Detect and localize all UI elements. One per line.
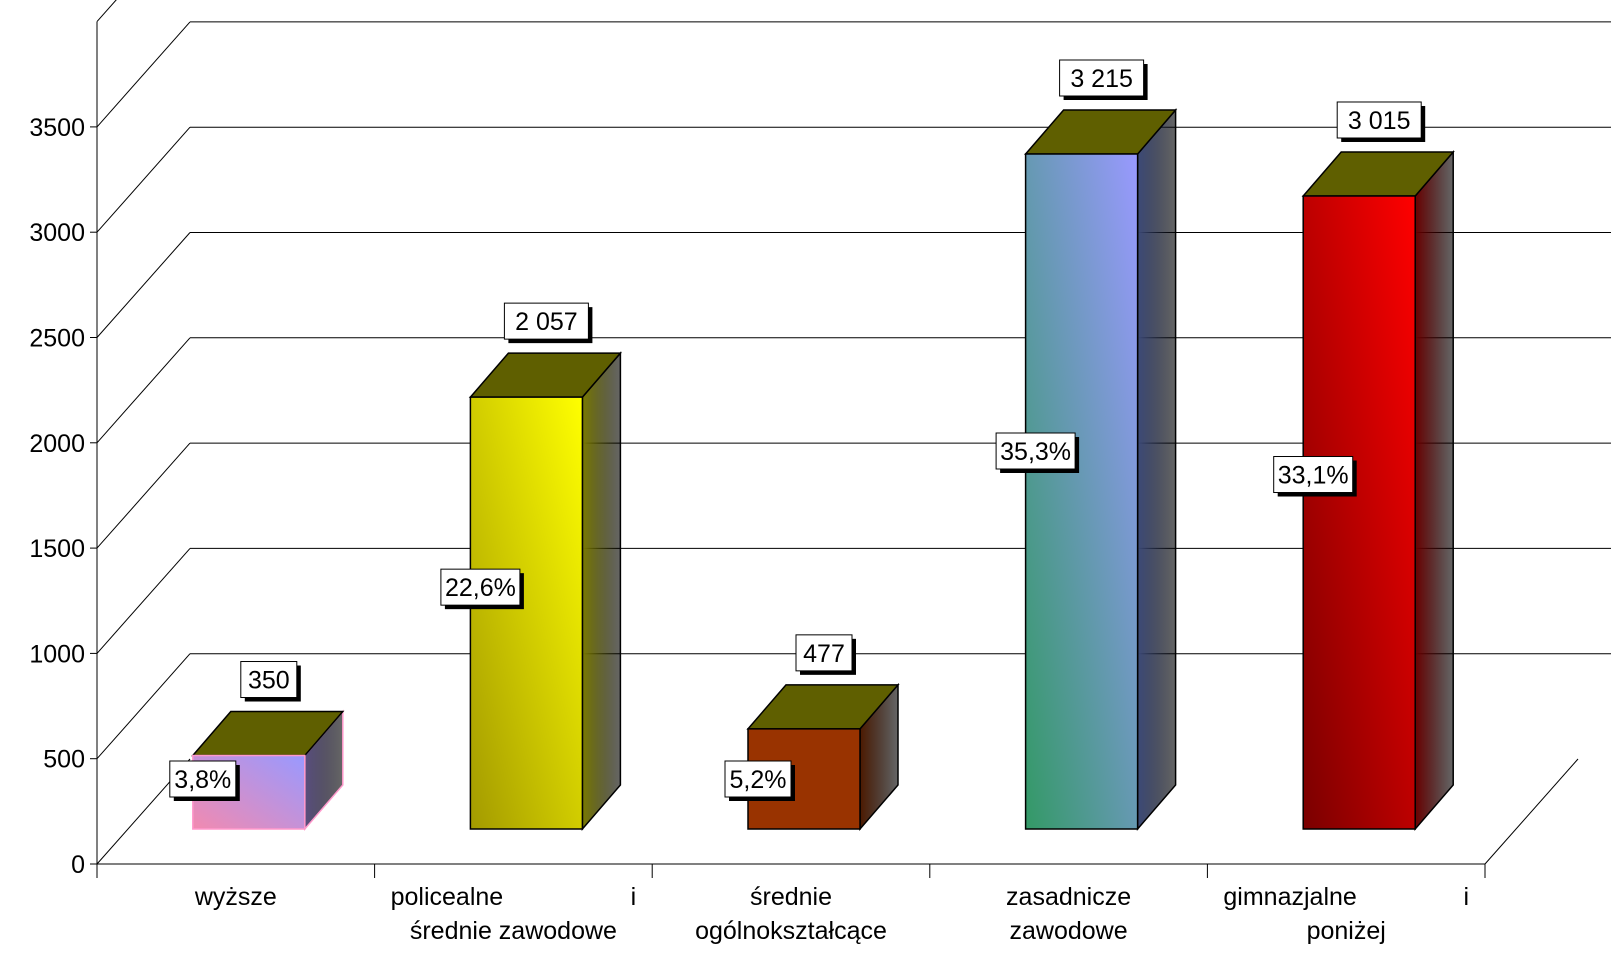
x-category-label: zasadnicze	[1006, 883, 1131, 911]
percent-label-text: 3,8%	[174, 766, 231, 794]
percent-label: 5,2%	[724, 760, 795, 801]
x-category-label: średnie	[750, 883, 832, 911]
value-label: 477	[795, 634, 856, 675]
value-label: 350	[240, 661, 301, 702]
gridline-diagonal	[96, 21, 191, 128]
x-category-label: wyższe	[194, 883, 277, 911]
floor-right-edge	[1484, 758, 1579, 865]
value-label-text: 2 057	[515, 308, 578, 336]
value-label-text: 350	[248, 667, 290, 695]
y-tick-label: 500	[43, 746, 85, 774]
gridline-diagonal	[96, 442, 191, 549]
y-tick-label: 3500	[29, 114, 85, 142]
x-category-label: poniżej	[1307, 917, 1386, 945]
y-tick-label: 1500	[29, 535, 85, 563]
bars	[191, 107, 1455, 832]
percent-label-text: 35,3%	[1000, 438, 1071, 466]
axes	[90, 21, 1486, 878]
percent-label-text: 5,2%	[730, 766, 787, 794]
y-tick-label: 2500	[29, 325, 85, 353]
value-label-text: 3 215	[1070, 65, 1133, 93]
bar-front-face	[469, 396, 584, 830]
wall-edge	[96, 0, 117, 22]
data-labels: 350 3,8% 2 057 22,6% 477 5,2% 3 215 35,3% 3 015 3…	[169, 59, 1426, 801]
gridline-diagonal	[96, 653, 191, 760]
x-category-label: ogólnokształcące	[695, 917, 887, 945]
x-axis-category-labels: wyższe policealne i średnie zawodowe średnie…	[194, 883, 1469, 945]
value-label-text: 477	[803, 640, 845, 668]
percent-label: 33,1%	[1273, 456, 1357, 497]
bar	[468, 351, 623, 832]
y-tick-label: 0	[71, 851, 85, 879]
x-category-label: i	[631, 883, 637, 911]
percent-label: 35,3%	[995, 432, 1080, 473]
value-label: 2 057	[503, 302, 593, 344]
y-tick-label: 3000	[29, 219, 85, 247]
percent-label-text: 22,6%	[445, 574, 516, 602]
bar-front-face	[1024, 153, 1139, 830]
x-category-label: i	[1463, 883, 1469, 911]
bar-side-face	[1414, 149, 1454, 832]
bar-side-face	[581, 351, 622, 832]
x-category-label: gimnazjalne	[1223, 883, 1356, 911]
gridline-diagonal	[96, 337, 191, 444]
x-category-label: zawodowe	[1010, 917, 1128, 945]
percent-label: 3,8%	[169, 760, 240, 801]
percent-label-text: 33,1%	[1278, 462, 1349, 490]
y-tick-label: 1000	[29, 640, 85, 668]
bar-front-face	[1302, 195, 1416, 830]
bar-side-face	[1136, 107, 1177, 832]
value-label-text: 3 015	[1348, 107, 1411, 135]
bar	[1301, 149, 1455, 832]
gridline-diagonal	[96, 548, 191, 654]
chart-walls	[96, 0, 1579, 865]
x-category-label: średnie zawodowe	[410, 917, 617, 945]
bar	[1023, 107, 1178, 832]
value-label: 3 015	[1336, 101, 1426, 142]
y-tick-label: 2000	[29, 430, 85, 458]
percent-label: 22,6%	[440, 568, 524, 610]
bar	[746, 682, 900, 832]
value-label: 3 215	[1059, 59, 1148, 100]
x-category-label: policealne	[391, 883, 504, 911]
y-axis-tick-labels: 0 500 1000 1500 2000 2500 3000 3500	[29, 114, 85, 879]
gridline-diagonal	[96, 232, 191, 338]
gridline-diagonal	[96, 126, 191, 233]
